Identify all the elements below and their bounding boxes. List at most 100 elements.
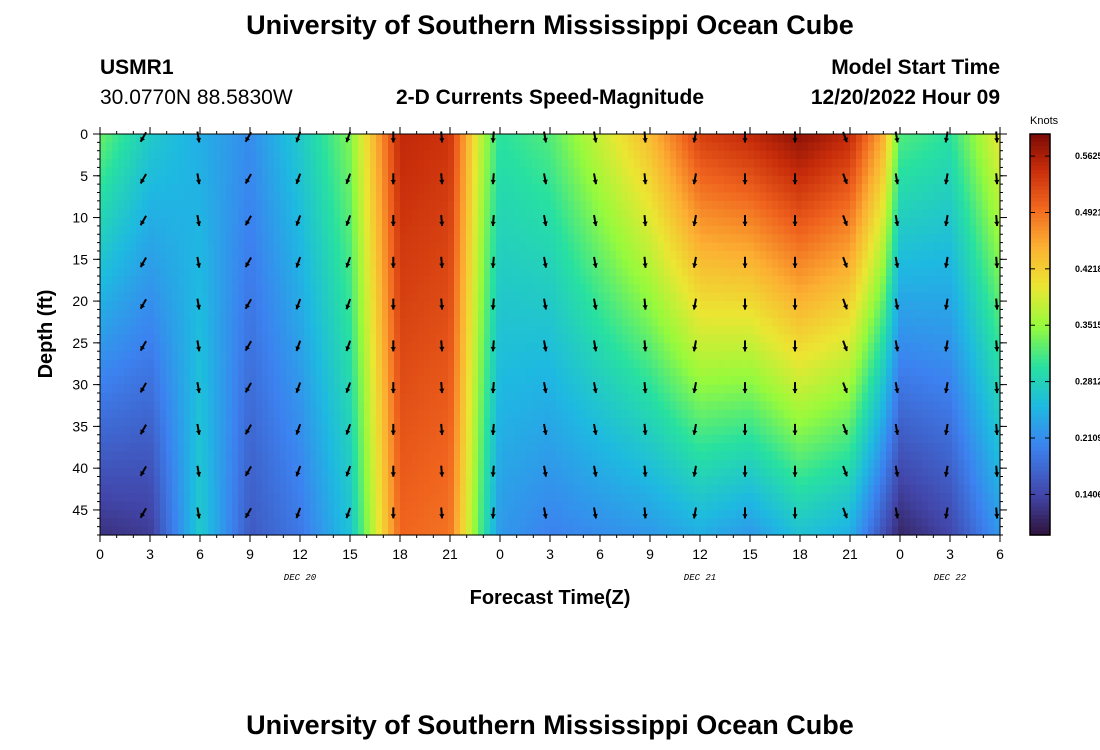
heatmap-cell [130,434,137,444]
heatmap-cell [160,384,167,394]
heatmap-cell [568,200,575,210]
heatmap-cell [112,359,119,369]
heatmap-cell [310,526,317,536]
heatmap-cell [688,367,695,377]
heatmap-cell [610,367,617,377]
heatmap-cell [208,367,215,377]
heatmap-cell [262,459,269,469]
heatmap-cell [352,468,359,478]
heatmap-cell [514,242,521,252]
heatmap-cell [238,443,245,453]
heatmap-cell [436,418,443,427]
heatmap-cell [352,518,359,528]
heatmap-cell [136,317,143,327]
heatmap-cell [334,392,341,402]
heatmap-cell [670,184,677,194]
heatmap-cell [208,342,215,352]
heatmap-cell [676,326,683,336]
heatmap-cell [478,292,485,302]
heatmap-cell [100,317,107,327]
heatmap-cell [214,484,221,494]
heatmap-cell [136,225,143,235]
heatmap-cell [358,217,365,227]
heatmap-cell [424,359,431,369]
heatmap-cell [178,167,185,177]
heatmap-cell [628,384,635,394]
heatmap-cell [190,518,197,528]
heatmap-cell [526,317,533,327]
heatmap-cell [682,150,689,160]
heatmap-cell [454,234,461,244]
heatmap-cell [646,409,653,419]
heatmap-cell [292,334,299,344]
heatmap-cell [124,376,131,386]
heatmap-cell [376,493,383,503]
heatmap-cell [466,242,473,252]
heatmap-cell [244,418,251,427]
heatmap-cell [628,426,635,436]
heatmap-cell [628,167,635,177]
heatmap-cell [286,276,293,285]
heatmap-cell [508,359,515,369]
heatmap-cell [706,426,713,436]
heatmap-cell [346,217,353,227]
heatmap-cell [148,292,155,302]
heatmap-cell [514,518,521,528]
heatmap-cell [310,468,317,478]
heatmap-cell [220,518,227,528]
heatmap-cell [484,292,491,302]
heatmap-cell [172,418,179,427]
heatmap-cell [250,426,257,436]
heatmap-cell [472,401,479,411]
heatmap-cell [124,192,131,202]
heatmap-cell [490,526,497,536]
heatmap-cell [454,317,461,327]
heatmap-cell [496,443,503,453]
heatmap-cell [418,484,425,494]
heatmap-cell [340,376,347,386]
heatmap-cell [610,284,617,294]
heatmap-cell [178,493,185,503]
heatmap-cell [364,334,371,344]
heatmap-cell [580,376,587,386]
heatmap-cell [712,326,719,336]
heatmap-cell [226,359,233,369]
heatmap-cell [568,409,575,419]
heatmap-cell [646,326,653,336]
heatmap-cell [130,225,137,235]
heatmap-cell [298,301,305,311]
heatmap-cell [598,468,605,478]
heatmap-cell [634,501,641,511]
heatmap-cell [142,192,149,202]
heatmap-cell [538,317,545,327]
heatmap-cell [274,184,281,194]
heatmap-cell [502,509,509,519]
heatmap-cell [100,134,107,143]
heatmap-cell [316,309,323,319]
heatmap-cell [280,376,287,386]
heatmap-cell [628,134,635,143]
heatmap-cell [340,509,347,519]
heatmap-cell [142,317,149,327]
heatmap-cell [382,142,389,152]
heatmap-cell [628,309,635,319]
heatmap-cell [496,376,503,386]
heatmap-cell [334,309,341,319]
heatmap-cell [670,292,677,302]
heatmap-cell [676,225,683,235]
heatmap-cell [118,317,125,327]
heatmap-cell [142,501,149,511]
heatmap-cell [424,309,431,319]
heatmap-cell [598,159,605,169]
heatmap-cell [316,242,323,252]
heatmap-cell [544,434,551,444]
heatmap-cell [670,526,677,536]
heatmap-cell [592,392,599,402]
heatmap-cell [484,159,491,169]
heatmap-cell [214,376,221,386]
heatmap-cell [250,259,257,269]
heatmap-cell [214,518,221,528]
heatmap-cell [634,484,641,494]
heatmap-cell [196,326,203,336]
heatmap-cell [706,367,713,377]
